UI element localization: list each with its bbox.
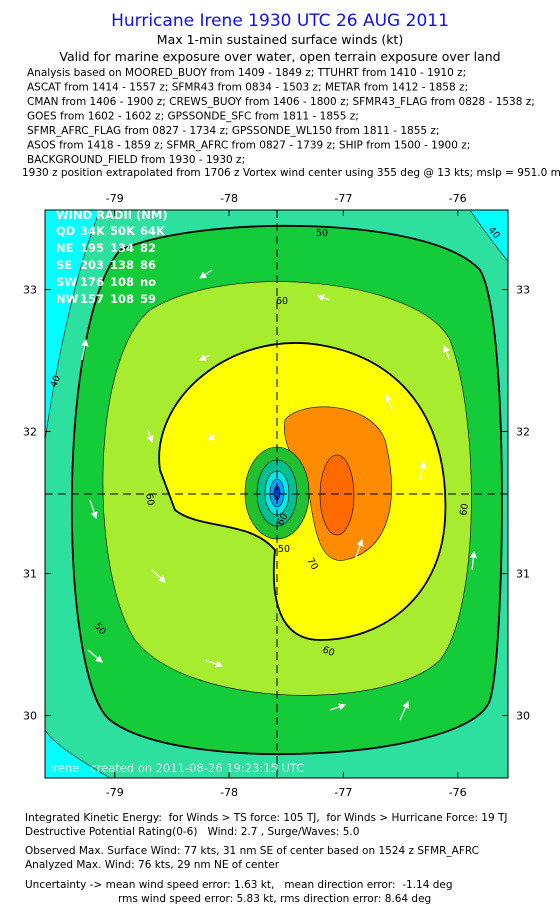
arrow <box>81 338 89 361</box>
wind-radii-cell: 138 <box>110 258 134 272</box>
footer-line: Analyzed Max. Wind: 76 kts, 29 nm NE of … <box>25 859 280 871</box>
arrow <box>89 499 98 520</box>
footer-line: Destructive Potential Rating(0-6) Wind: … <box>25 826 359 838</box>
lat-label: 30 <box>516 710 530 723</box>
axis-ticks: -79 -79 -78 -78 -77 -77 -76 -76 33 33 32 32 31 31 30 30 <box>23 192 530 799</box>
analysis-line: Analysis based on MOORED_BUOY from 1409 … <box>27 67 466 79</box>
contour-label: 70 <box>304 556 320 572</box>
arrow <box>443 344 451 361</box>
lat-label: 31 <box>516 568 530 581</box>
arrow <box>146 429 154 444</box>
wind-radii-cell: NW <box>56 292 79 306</box>
analysis-lines: Analysis based on MOORED_BUOY from 1409 … <box>27 67 535 166</box>
field-max <box>319 454 355 536</box>
arrow <box>419 460 427 481</box>
contour-label: 60 <box>275 512 291 528</box>
wind-radii-cell: QD <box>56 224 75 238</box>
wind-radii-cell: 203 <box>80 258 104 272</box>
contour-label: 60 <box>321 644 336 658</box>
wind-radii-cell: 108 <box>110 275 134 289</box>
wind-radii-cell: 108 <box>110 292 134 306</box>
wind-arrows <box>81 269 477 721</box>
wind-radii-cell: 134 <box>110 241 134 255</box>
analysis-line: BACKGROUND_FIELD from 1930 - 1930 z; <box>27 154 245 166</box>
analysis-line: SFMR_AFRC_FLAG from 0827 - 1734 z; GPSSO… <box>27 125 439 137</box>
footer: Integrated Kinetic Energy: for Winds > T… <box>25 812 508 905</box>
lat-label: 31 <box>23 568 37 581</box>
wind-radii-cell: NE <box>56 241 74 255</box>
contour-label: 60 <box>143 493 156 507</box>
wind-field: 40 50 40 50 60 60 60 70 60 60 50 WIND RA… <box>45 208 508 778</box>
footer-line: rms wind speed error: 5.83 kt, rms direc… <box>118 893 431 905</box>
subtitle: Max 1-min sustained surface winds (kt) <box>157 32 403 47</box>
analysis-line: ASCAT from 1414 - 1557 z; SFMR43 from 08… <box>27 82 468 94</box>
arrow <box>198 354 211 361</box>
footer-line: Integrated Kinetic Energy: for Winds > T… <box>25 812 508 824</box>
analysis-line: CMAN from 1406 - 1900 z; CREWS_BUOY from… <box>27 96 535 108</box>
footer-line: Uncertainty -> mean wind speed error: 1.… <box>25 879 453 891</box>
arrow <box>354 538 364 561</box>
wind-radii-cell: 34K <box>80 224 106 238</box>
contour-label: 60 <box>276 296 288 307</box>
lon-label: -78 <box>220 192 238 205</box>
validity: Valid for marine exposure over water, op… <box>59 49 500 64</box>
contour-label: 50 <box>278 544 290 555</box>
contour-label: 50 <box>316 228 328 239</box>
wind-radii-cell: SW <box>56 275 77 289</box>
arrow <box>199 269 213 279</box>
arrow <box>204 659 224 668</box>
lat-label: 30 <box>23 710 37 723</box>
lon-label: -77 <box>334 192 352 205</box>
title: Hurricane Irene 1930 UTC 26 AUG 2011 <box>111 11 449 31</box>
wind-radii-cell: 59 <box>140 292 156 306</box>
analysis-line: GOES from 1602 - 1602 z; GPSSONDE_SFC fr… <box>27 111 359 123</box>
wind-radii-title: WIND RADII (NM) <box>56 208 168 222</box>
arrow <box>87 649 103 663</box>
wind-radii-cell: 50K <box>110 224 136 238</box>
wind-radii-cell: 157 <box>80 292 104 306</box>
wind-radii-cell: no <box>140 275 156 289</box>
lat-label: 32 <box>516 426 530 439</box>
wind-radii-cell: 176 <box>80 275 104 289</box>
arrow <box>151 569 166 583</box>
lon-label: -78 <box>220 786 238 799</box>
arrow <box>316 294 331 302</box>
lon-label: -76 <box>449 192 467 205</box>
analysis-line: ASOS from 1418 - 1859 z; SFMR_AFRC from … <box>27 140 470 152</box>
wind-radii: WIND RADII (NM) QD 34K 50K 64K NE 195 134 82 SE 2… <box>56 208 168 306</box>
credit: Irene created on 2011-08-26 19:23:15 UTC <box>50 761 304 775</box>
contour-label: 60 <box>458 503 471 517</box>
map-frame <box>44 209 509 779</box>
wind-radii-cell: 82 <box>140 241 156 255</box>
arrow <box>469 550 477 571</box>
wind-radii-cell: 64K <box>140 224 166 238</box>
lat-label: 33 <box>516 284 530 297</box>
lon-label: -79 <box>106 786 124 799</box>
arrow <box>329 703 347 711</box>
contour-label: 40 <box>48 374 62 389</box>
lon-label: -79 <box>106 192 124 205</box>
lon-label: -76 <box>449 786 467 799</box>
footer-line: Observed Max. Surface Wind: 77 kts, 31 n… <box>25 845 479 857</box>
wind-radii-cell: 86 <box>140 258 156 272</box>
lon-label: -77 <box>334 786 352 799</box>
arrow <box>207 433 216 441</box>
lat-label: 33 <box>23 284 37 297</box>
lat-label: 32 <box>23 426 37 439</box>
wind-radii-cell: 195 <box>80 241 104 255</box>
wind-radii-cell: SE <box>56 258 72 272</box>
arrow <box>399 700 409 721</box>
position-note: 1930 z position extrapolated from 1706 z… <box>22 167 560 179</box>
arrow <box>384 393 393 411</box>
